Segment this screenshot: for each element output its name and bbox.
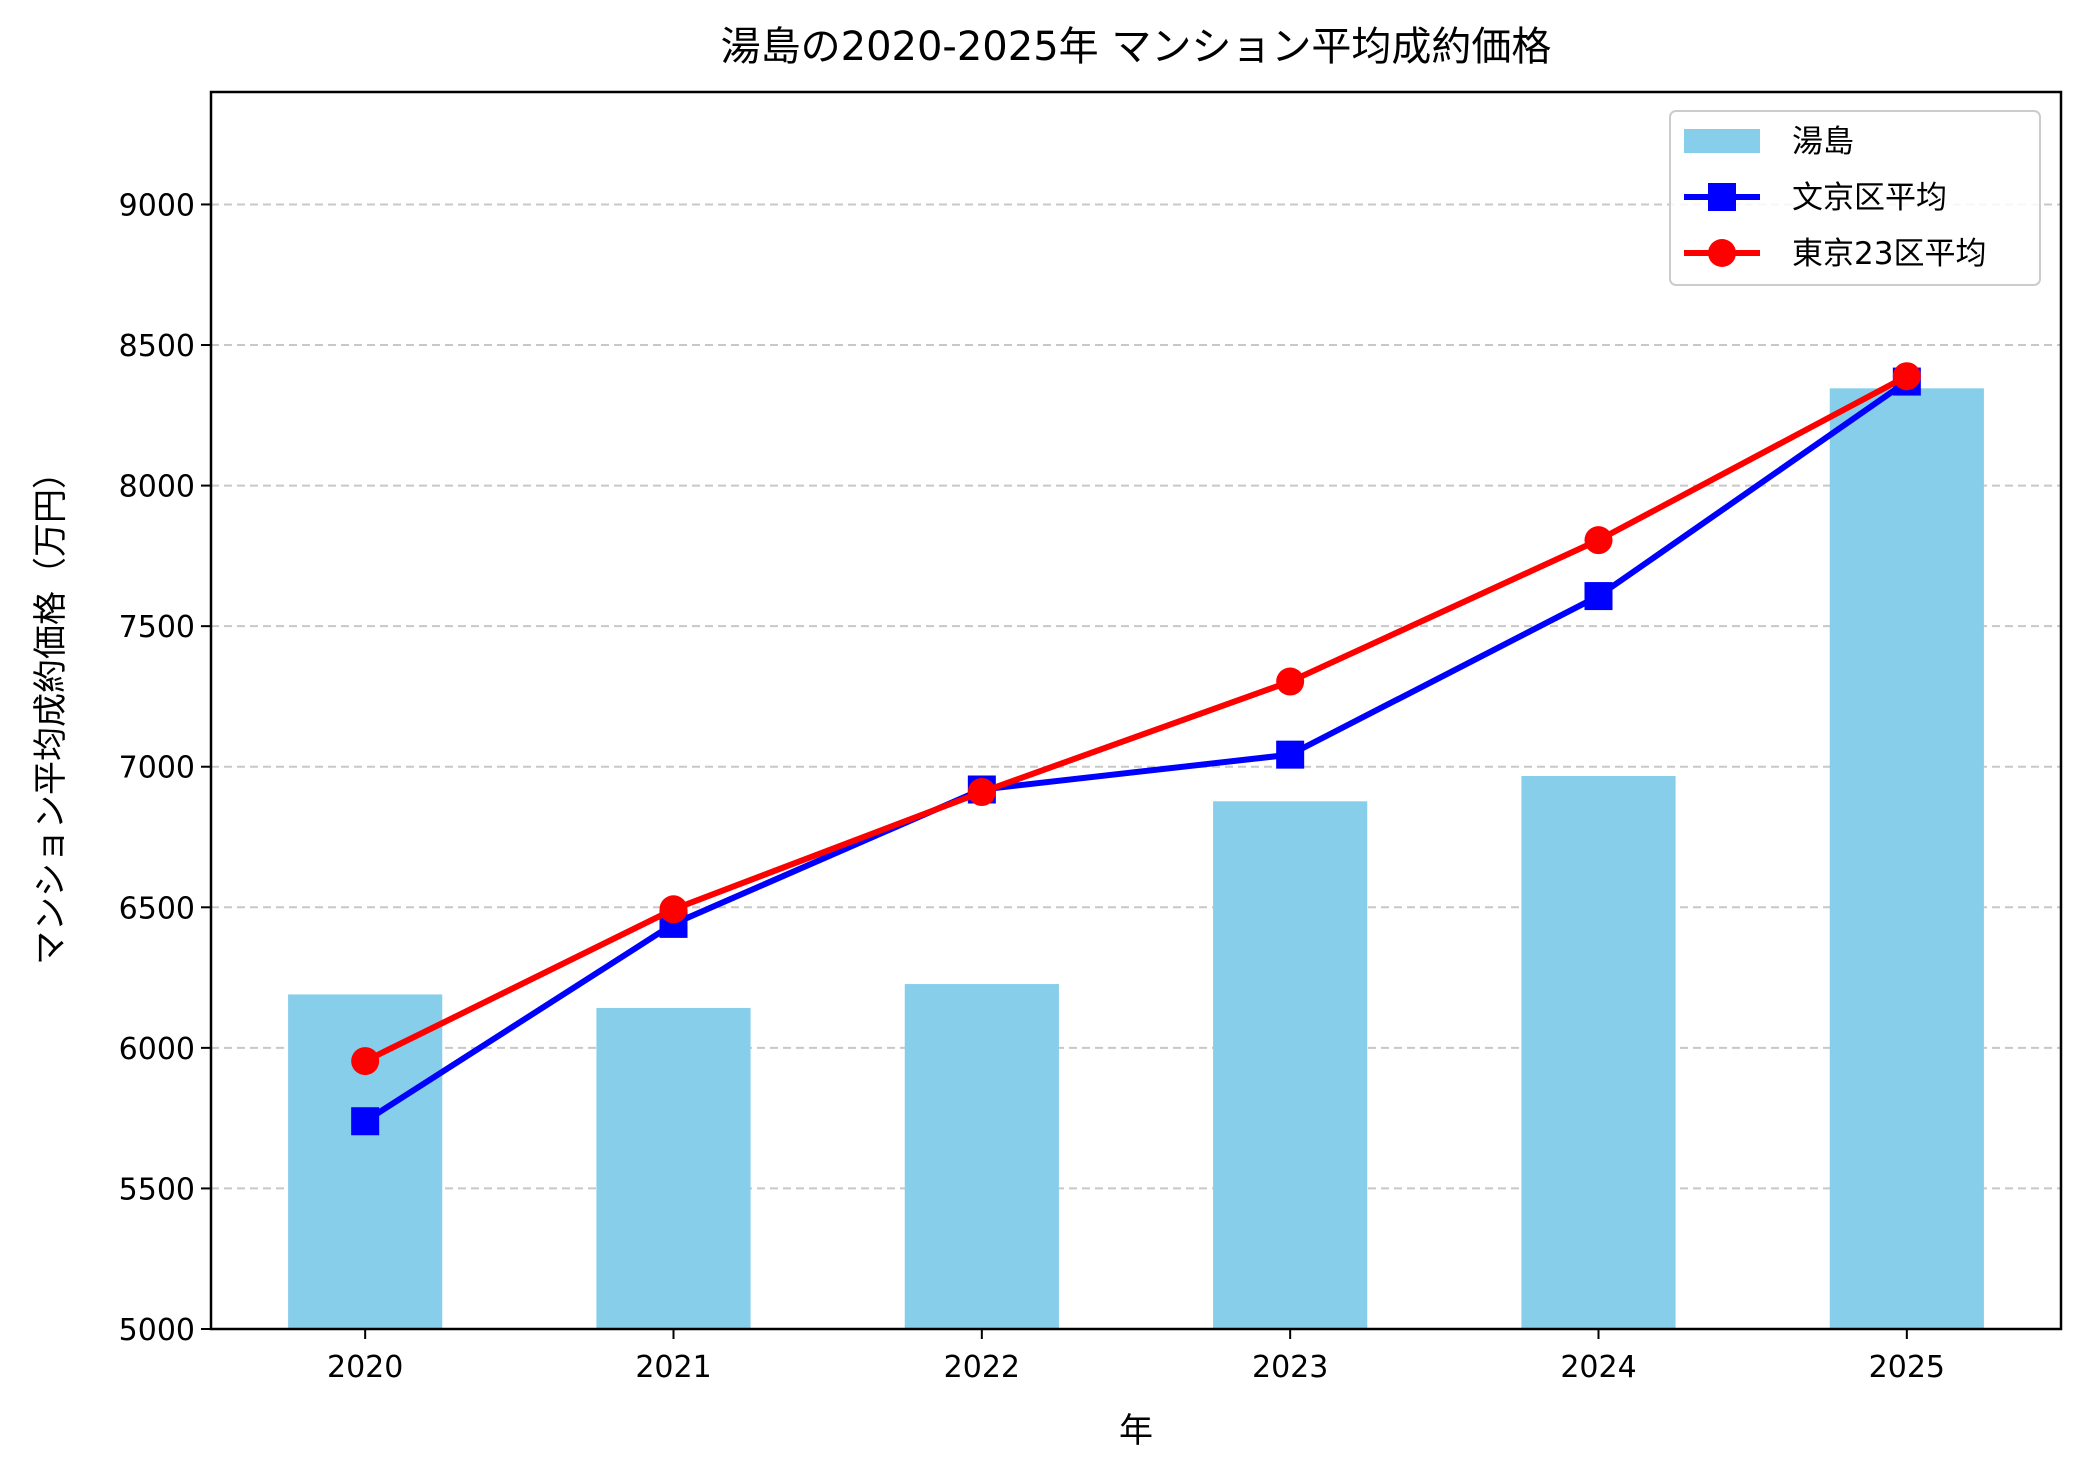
data-point-circle	[1584, 526, 1613, 555]
x-tick-label: 2022	[944, 1350, 1020, 1385]
chart-title: 湯島の2020-2025年 マンション平均成約価格	[721, 24, 1552, 70]
lines	[351, 362, 1921, 1136]
data-point-square	[1276, 740, 1305, 769]
y-axis: 5000 5500 6000 6500 7000 7500 8000 8500 9000	[119, 188, 211, 1348]
series-line	[363, 373, 1909, 1064]
x-tick-label: 2020	[327, 1350, 403, 1385]
x-axis-label: 年	[1119, 1411, 1153, 1451]
y-tick-label: 6500	[119, 891, 195, 926]
y-tick-label: 8000	[119, 470, 195, 505]
legend-swatch-bar	[1684, 129, 1760, 153]
data-point-circle	[659, 895, 688, 924]
legend-label: 文京区平均	[1792, 180, 1947, 216]
y-tick-label: 7000	[119, 751, 195, 786]
bar	[288, 994, 443, 1329]
legend-marker-square	[1708, 183, 1736, 211]
data-point-circle	[351, 1047, 380, 1076]
y-tick-label: 5500	[119, 1172, 195, 1207]
bar	[904, 984, 1059, 1329]
series-line	[363, 379, 1909, 1124]
data-point-circle	[967, 778, 996, 807]
x-tick-label: 2021	[635, 1350, 711, 1385]
bar	[1213, 801, 1368, 1329]
data-point-circle	[1892, 362, 1921, 391]
y-tick-label: 7500	[119, 610, 195, 645]
legend-marker-circle	[1708, 239, 1736, 267]
bar	[1521, 776, 1676, 1329]
x-tick-label: 2025	[1869, 1350, 1945, 1385]
bar	[596, 1007, 751, 1329]
data-point-square	[1584, 582, 1613, 611]
bar	[1829, 388, 1984, 1329]
plot-frame	[209, 90, 2063, 1331]
x-tick-label: 2024	[1560, 1350, 1636, 1385]
x-axis: 2020 2021 2022 2023 2024 2025	[327, 1329, 1945, 1385]
x-tick-label: 2023	[1252, 1350, 1328, 1385]
y-tick-label: 9000	[119, 188, 195, 223]
data-point-square	[351, 1107, 380, 1136]
data-point-circle	[1276, 667, 1305, 696]
bars	[288, 388, 1984, 1329]
y-tick-label: 8500	[119, 329, 195, 364]
legend-label: 東京23区平均	[1792, 236, 1986, 272]
y-axis-label: マンション平均成約価格（万円）	[31, 455, 71, 965]
legend-label: 湯島	[1792, 124, 1854, 160]
y-tick-label: 6000	[119, 1032, 195, 1067]
legend-box	[1669, 110, 2041, 286]
y-tick-label: 5000	[119, 1313, 195, 1348]
